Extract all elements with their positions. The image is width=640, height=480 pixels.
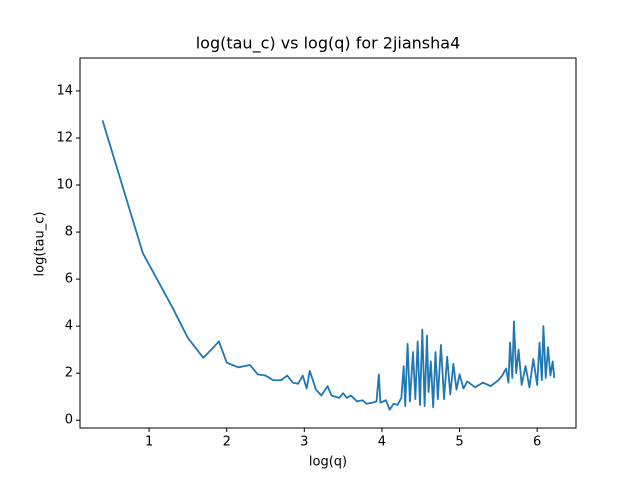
y-tick-label: 2 (65, 366, 73, 381)
y-tick-label: 12 (56, 130, 73, 145)
y-axis-label: log(tau_c) (33, 212, 48, 277)
y-tick-label: 6 (65, 272, 73, 287)
y-tick-label: 4 (65, 319, 73, 334)
x-tick-label: 6 (533, 435, 541, 450)
y-tick-label: 0 (65, 413, 73, 428)
x-tick-label: 4 (378, 435, 386, 450)
plot-frame (79, 57, 577, 429)
data-line (101, 120, 556, 411)
x-tick-label: 3 (300, 435, 308, 450)
y-tick-label: 10 (56, 178, 73, 193)
x-tick-label: 2 (223, 435, 231, 450)
x-tick-label: 1 (145, 435, 153, 450)
x-axis-label: log(q) (309, 455, 347, 470)
y-tick-label: 14 (56, 83, 73, 98)
y-tick-label: 8 (65, 225, 73, 240)
chart-title: log(tau_c) vs log(q) for 2jiansha4 (196, 34, 461, 54)
x-tick-label: 5 (455, 435, 463, 450)
